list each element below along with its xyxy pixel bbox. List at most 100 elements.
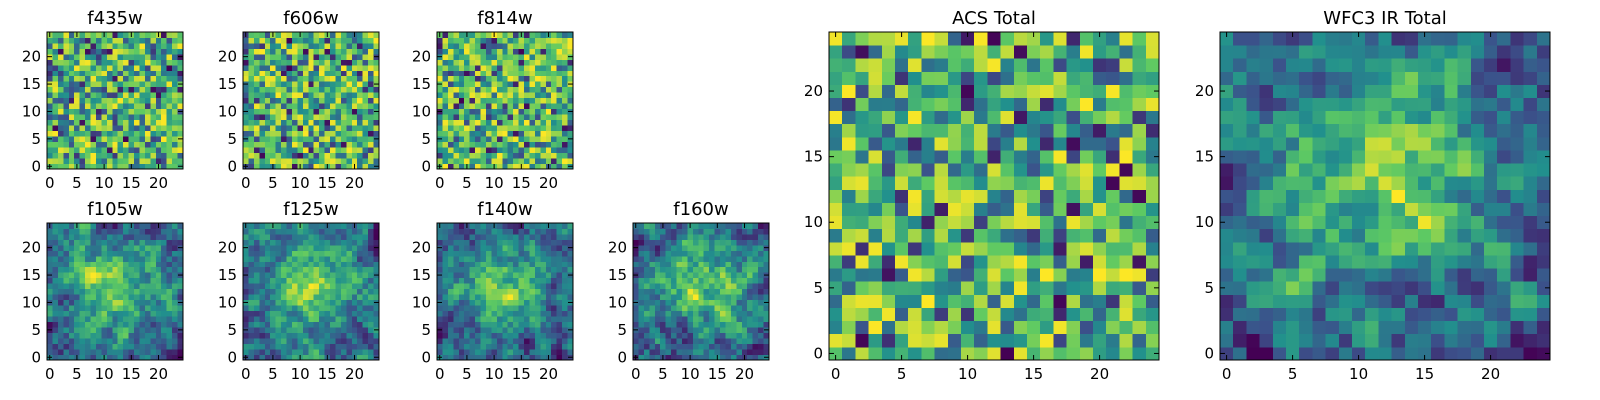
heatmap-cell — [275, 338, 282, 344]
heatmap-cell — [357, 32, 364, 38]
heatmap-cell — [150, 223, 157, 229]
heatmap-cell — [725, 321, 732, 328]
heatmap-cell — [79, 103, 86, 110]
heatmap-cell — [442, 92, 449, 99]
heatmap-cell — [437, 130, 443, 137]
heatmap-cell — [447, 223, 454, 229]
heatmap-cell — [437, 147, 443, 153]
heatmap-cell — [319, 48, 325, 55]
heatmap-cell — [308, 338, 315, 344]
heatmap-cell — [502, 37, 509, 44]
heatmap-cell — [101, 53, 108, 60]
heatmap-cell — [540, 250, 547, 257]
heatmap-cell — [654, 239, 661, 246]
heatmap-cell — [529, 108, 536, 115]
heatmap-cell — [74, 277, 81, 284]
heatmap-cell — [752, 244, 759, 251]
heatmap-cell — [177, 233, 184, 240]
heatmap-cell — [513, 316, 519, 323]
heatmap-cell — [868, 189, 883, 203]
heatmap-cell — [155, 147, 162, 153]
heatmap-cell — [453, 136, 460, 142]
heatmap-cell — [540, 343, 547, 350]
y-tick-label: 0 — [31, 348, 41, 366]
heatmap-cell — [485, 261, 492, 268]
heatmap-cell — [947, 268, 962, 282]
heatmap-cell — [340, 338, 347, 344]
heatmap-cell — [335, 343, 342, 350]
heatmap-cell — [139, 239, 146, 246]
heatmap-cell — [297, 233, 304, 240]
heatmap-cell — [373, 261, 380, 268]
heatmap-cell — [518, 299, 525, 306]
heatmap-cell — [259, 327, 266, 333]
heatmap-cell — [248, 97, 255, 104]
heatmap-cell — [74, 272, 81, 279]
heatmap-cell — [692, 310, 699, 317]
heatmap-cell — [150, 250, 157, 257]
heatmap-cell — [161, 59, 168, 66]
heatmap-cell — [297, 316, 304, 323]
heatmap-cell — [524, 147, 530, 153]
heatmap-cell — [947, 281, 962, 295]
heatmap-cell — [161, 223, 168, 229]
heatmap-cell — [351, 316, 358, 323]
heatmap-cell — [52, 48, 59, 55]
heatmap-cell — [68, 255, 75, 262]
heatmap-cell — [842, 333, 856, 348]
heatmap-cell — [529, 283, 536, 290]
heatmap-cell — [177, 130, 184, 137]
heatmap-cell — [302, 343, 309, 350]
heatmap-cell — [74, 130, 81, 137]
heatmap-cell — [633, 310, 639, 317]
heatmap-cell — [714, 299, 721, 306]
heatmap-cell — [330, 321, 336, 328]
heatmap-cell — [665, 239, 672, 246]
heatmap-cell — [513, 343, 519, 350]
heatmap-cell — [491, 97, 498, 104]
heatmap-cell — [281, 97, 287, 104]
heatmap-cell — [709, 228, 715, 235]
heatmap-cell — [302, 136, 309, 142]
heatmap-cell — [458, 152, 465, 159]
heatmap-cell — [1040, 346, 1054, 361]
heatmap-cell — [529, 288, 536, 295]
heatmap-cell — [85, 266, 91, 273]
heatmap-cell — [447, 228, 454, 235]
heatmap-cell — [150, 310, 157, 317]
heatmap-cell — [270, 147, 277, 153]
heatmap-cell — [351, 338, 358, 344]
heatmap-cell — [842, 189, 856, 203]
heatmap-cell — [330, 37, 336, 44]
heatmap-cell — [117, 125, 124, 132]
heatmap-cell — [270, 299, 277, 306]
heatmap-cell — [556, 92, 563, 99]
heatmap-cell — [291, 48, 298, 55]
heatmap-cell — [95, 354, 102, 361]
heatmap-cell — [442, 103, 449, 110]
heatmap-cell — [551, 272, 558, 279]
heatmap-cell — [319, 250, 325, 257]
heatmap-cell — [491, 316, 498, 323]
heatmap-cell — [496, 277, 503, 284]
y-tick-label: 15 — [608, 266, 627, 284]
heatmap-cell — [1040, 281, 1054, 295]
heatmap-cell — [161, 250, 168, 257]
heatmap-cell — [95, 125, 102, 132]
heatmap-cell — [485, 228, 492, 235]
heatmap-cell — [1093, 307, 1107, 322]
heatmap-cell — [464, 48, 471, 55]
heatmap-cell — [529, 97, 536, 104]
heatmap-cell — [469, 42, 476, 49]
heatmap-cell — [123, 48, 129, 55]
heatmap-cell — [469, 114, 476, 121]
heatmap-cell — [324, 136, 331, 142]
heatmap-cell — [447, 158, 454, 164]
heatmap-cell — [319, 147, 325, 153]
heatmap-cell — [368, 114, 374, 121]
heatmap-cell — [698, 233, 705, 240]
heatmap-cell — [351, 147, 358, 153]
heatmap-cell — [491, 141, 498, 148]
heatmap-cell — [275, 266, 282, 273]
heatmap-cell — [313, 354, 320, 361]
